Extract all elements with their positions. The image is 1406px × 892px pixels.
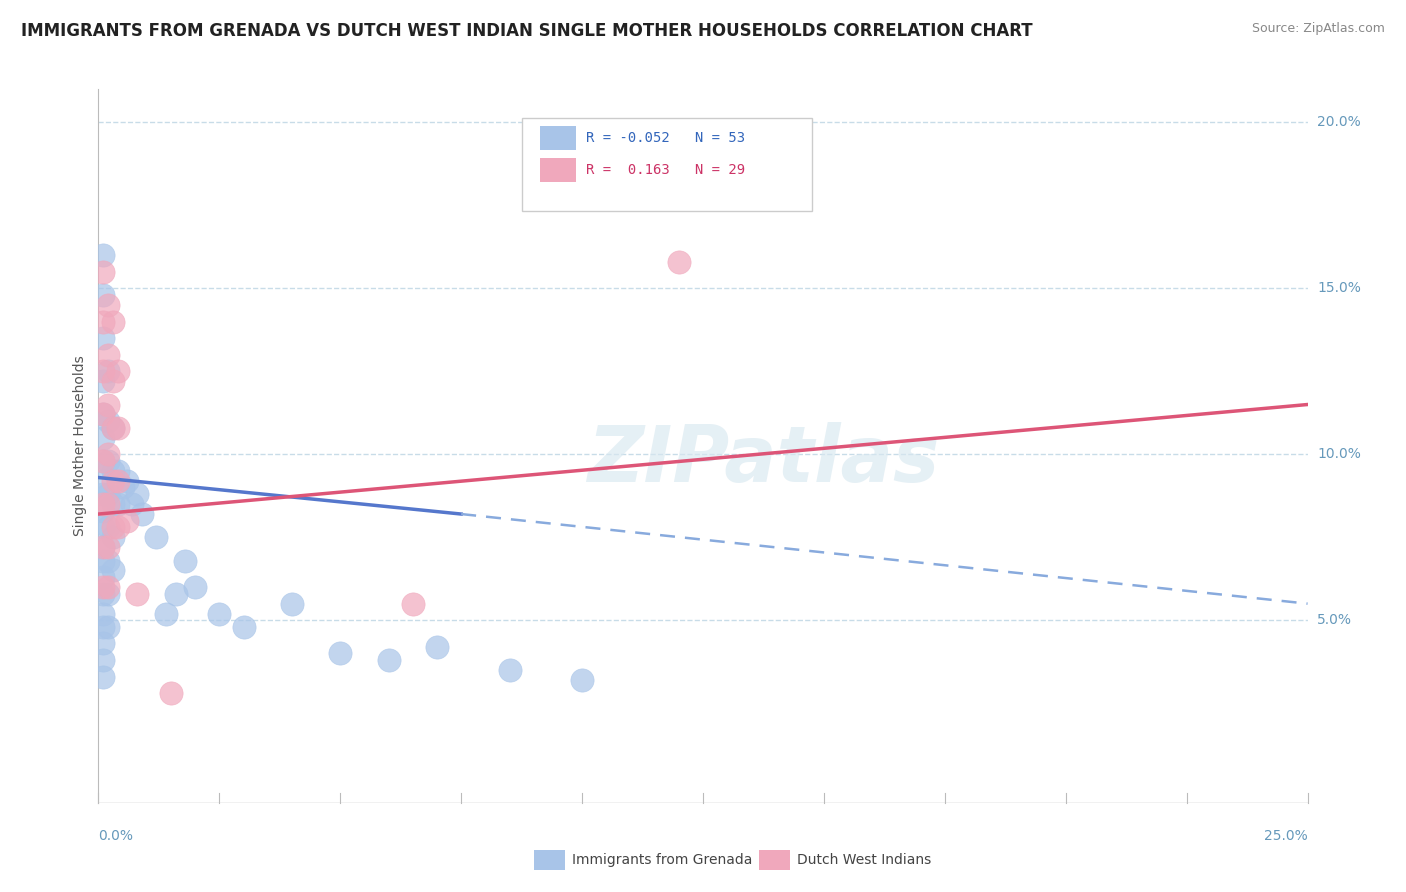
Point <box>107 364 129 378</box>
Bar <box>540 159 576 182</box>
Point <box>232 620 254 634</box>
Point <box>101 464 124 478</box>
Point <box>111 481 134 495</box>
Point <box>97 587 120 601</box>
Point <box>101 474 124 488</box>
Point <box>498 663 520 677</box>
Point <box>91 408 114 422</box>
Point <box>91 408 114 422</box>
Point <box>101 520 124 534</box>
Point <box>117 474 139 488</box>
Y-axis label: Single Mother Households: Single Mother Households <box>73 356 87 536</box>
Text: R =  0.163   N = 29: R = 0.163 N = 29 <box>586 163 745 178</box>
Point <box>97 348 120 362</box>
Point <box>281 597 304 611</box>
Point <box>184 580 207 594</box>
Text: 10.0%: 10.0% <box>1317 447 1361 461</box>
Text: Dutch West Indians: Dutch West Indians <box>797 853 931 867</box>
Point <box>91 364 114 378</box>
Point <box>91 265 114 279</box>
Point <box>97 447 120 461</box>
Point <box>107 464 129 478</box>
Point <box>97 397 120 411</box>
Point <box>97 364 120 378</box>
Point <box>131 507 153 521</box>
Point <box>571 673 593 687</box>
Point <box>91 431 114 445</box>
Point <box>101 421 124 435</box>
Point <box>91 314 114 328</box>
Point <box>668 254 690 268</box>
Point <box>97 454 120 468</box>
Text: Immigrants from Grenada: Immigrants from Grenada <box>572 853 752 867</box>
Point <box>101 530 124 544</box>
Point <box>101 497 124 511</box>
Point <box>97 553 120 567</box>
Point <box>101 374 124 388</box>
Point <box>107 474 129 488</box>
Point <box>91 454 114 468</box>
Point <box>101 314 124 328</box>
Text: R = -0.052   N = 53: R = -0.052 N = 53 <box>586 131 745 145</box>
Point <box>91 504 114 518</box>
Point <box>91 587 114 601</box>
Point <box>174 553 197 567</box>
Point <box>91 497 114 511</box>
Text: 20.0%: 20.0% <box>1317 115 1361 129</box>
Point <box>208 607 231 621</box>
Point <box>91 520 114 534</box>
Point <box>97 580 120 594</box>
Point <box>402 597 425 611</box>
Point <box>91 540 114 554</box>
Point <box>91 374 114 388</box>
Point <box>426 640 449 654</box>
Point <box>91 670 114 684</box>
Point <box>121 497 143 511</box>
Point <box>91 636 114 650</box>
Point <box>91 540 114 554</box>
FancyBboxPatch shape <box>522 118 811 211</box>
Point <box>97 540 120 554</box>
Point <box>160 686 183 700</box>
Text: 15.0%: 15.0% <box>1317 281 1361 295</box>
Point <box>101 421 124 435</box>
Point <box>165 587 187 601</box>
Point <box>127 587 149 601</box>
Point <box>145 530 167 544</box>
Point <box>97 620 120 634</box>
Point <box>97 497 120 511</box>
Point <box>377 653 399 667</box>
Point <box>91 580 114 594</box>
Point <box>91 288 114 302</box>
Point <box>97 414 120 428</box>
Point <box>91 474 114 488</box>
Point <box>155 607 177 621</box>
Point <box>97 298 120 312</box>
Point <box>107 520 129 534</box>
Text: ZIPatlas: ZIPatlas <box>588 422 939 499</box>
Point <box>91 454 114 468</box>
Text: IMMIGRANTS FROM GRENADA VS DUTCH WEST INDIAN SINGLE MOTHER HOUSEHOLDS CORRELATIO: IMMIGRANTS FROM GRENADA VS DUTCH WEST IN… <box>21 22 1033 40</box>
Point <box>91 553 114 567</box>
Text: 25.0%: 25.0% <box>1264 830 1308 843</box>
Point <box>101 564 124 578</box>
Point <box>97 520 120 534</box>
Point <box>107 497 129 511</box>
Text: 5.0%: 5.0% <box>1317 614 1353 627</box>
Point <box>91 487 114 501</box>
Point <box>117 514 139 528</box>
Point <box>91 331 114 345</box>
Text: 0.0%: 0.0% <box>98 830 134 843</box>
Point <box>91 570 114 584</box>
Point <box>127 487 149 501</box>
Point <box>91 620 114 634</box>
Bar <box>540 127 576 150</box>
Point <box>97 487 120 501</box>
Text: Source: ZipAtlas.com: Source: ZipAtlas.com <box>1251 22 1385 36</box>
Point <box>91 607 114 621</box>
Point <box>329 647 352 661</box>
Point <box>107 421 129 435</box>
Point <box>91 653 114 667</box>
Point <box>91 248 114 262</box>
